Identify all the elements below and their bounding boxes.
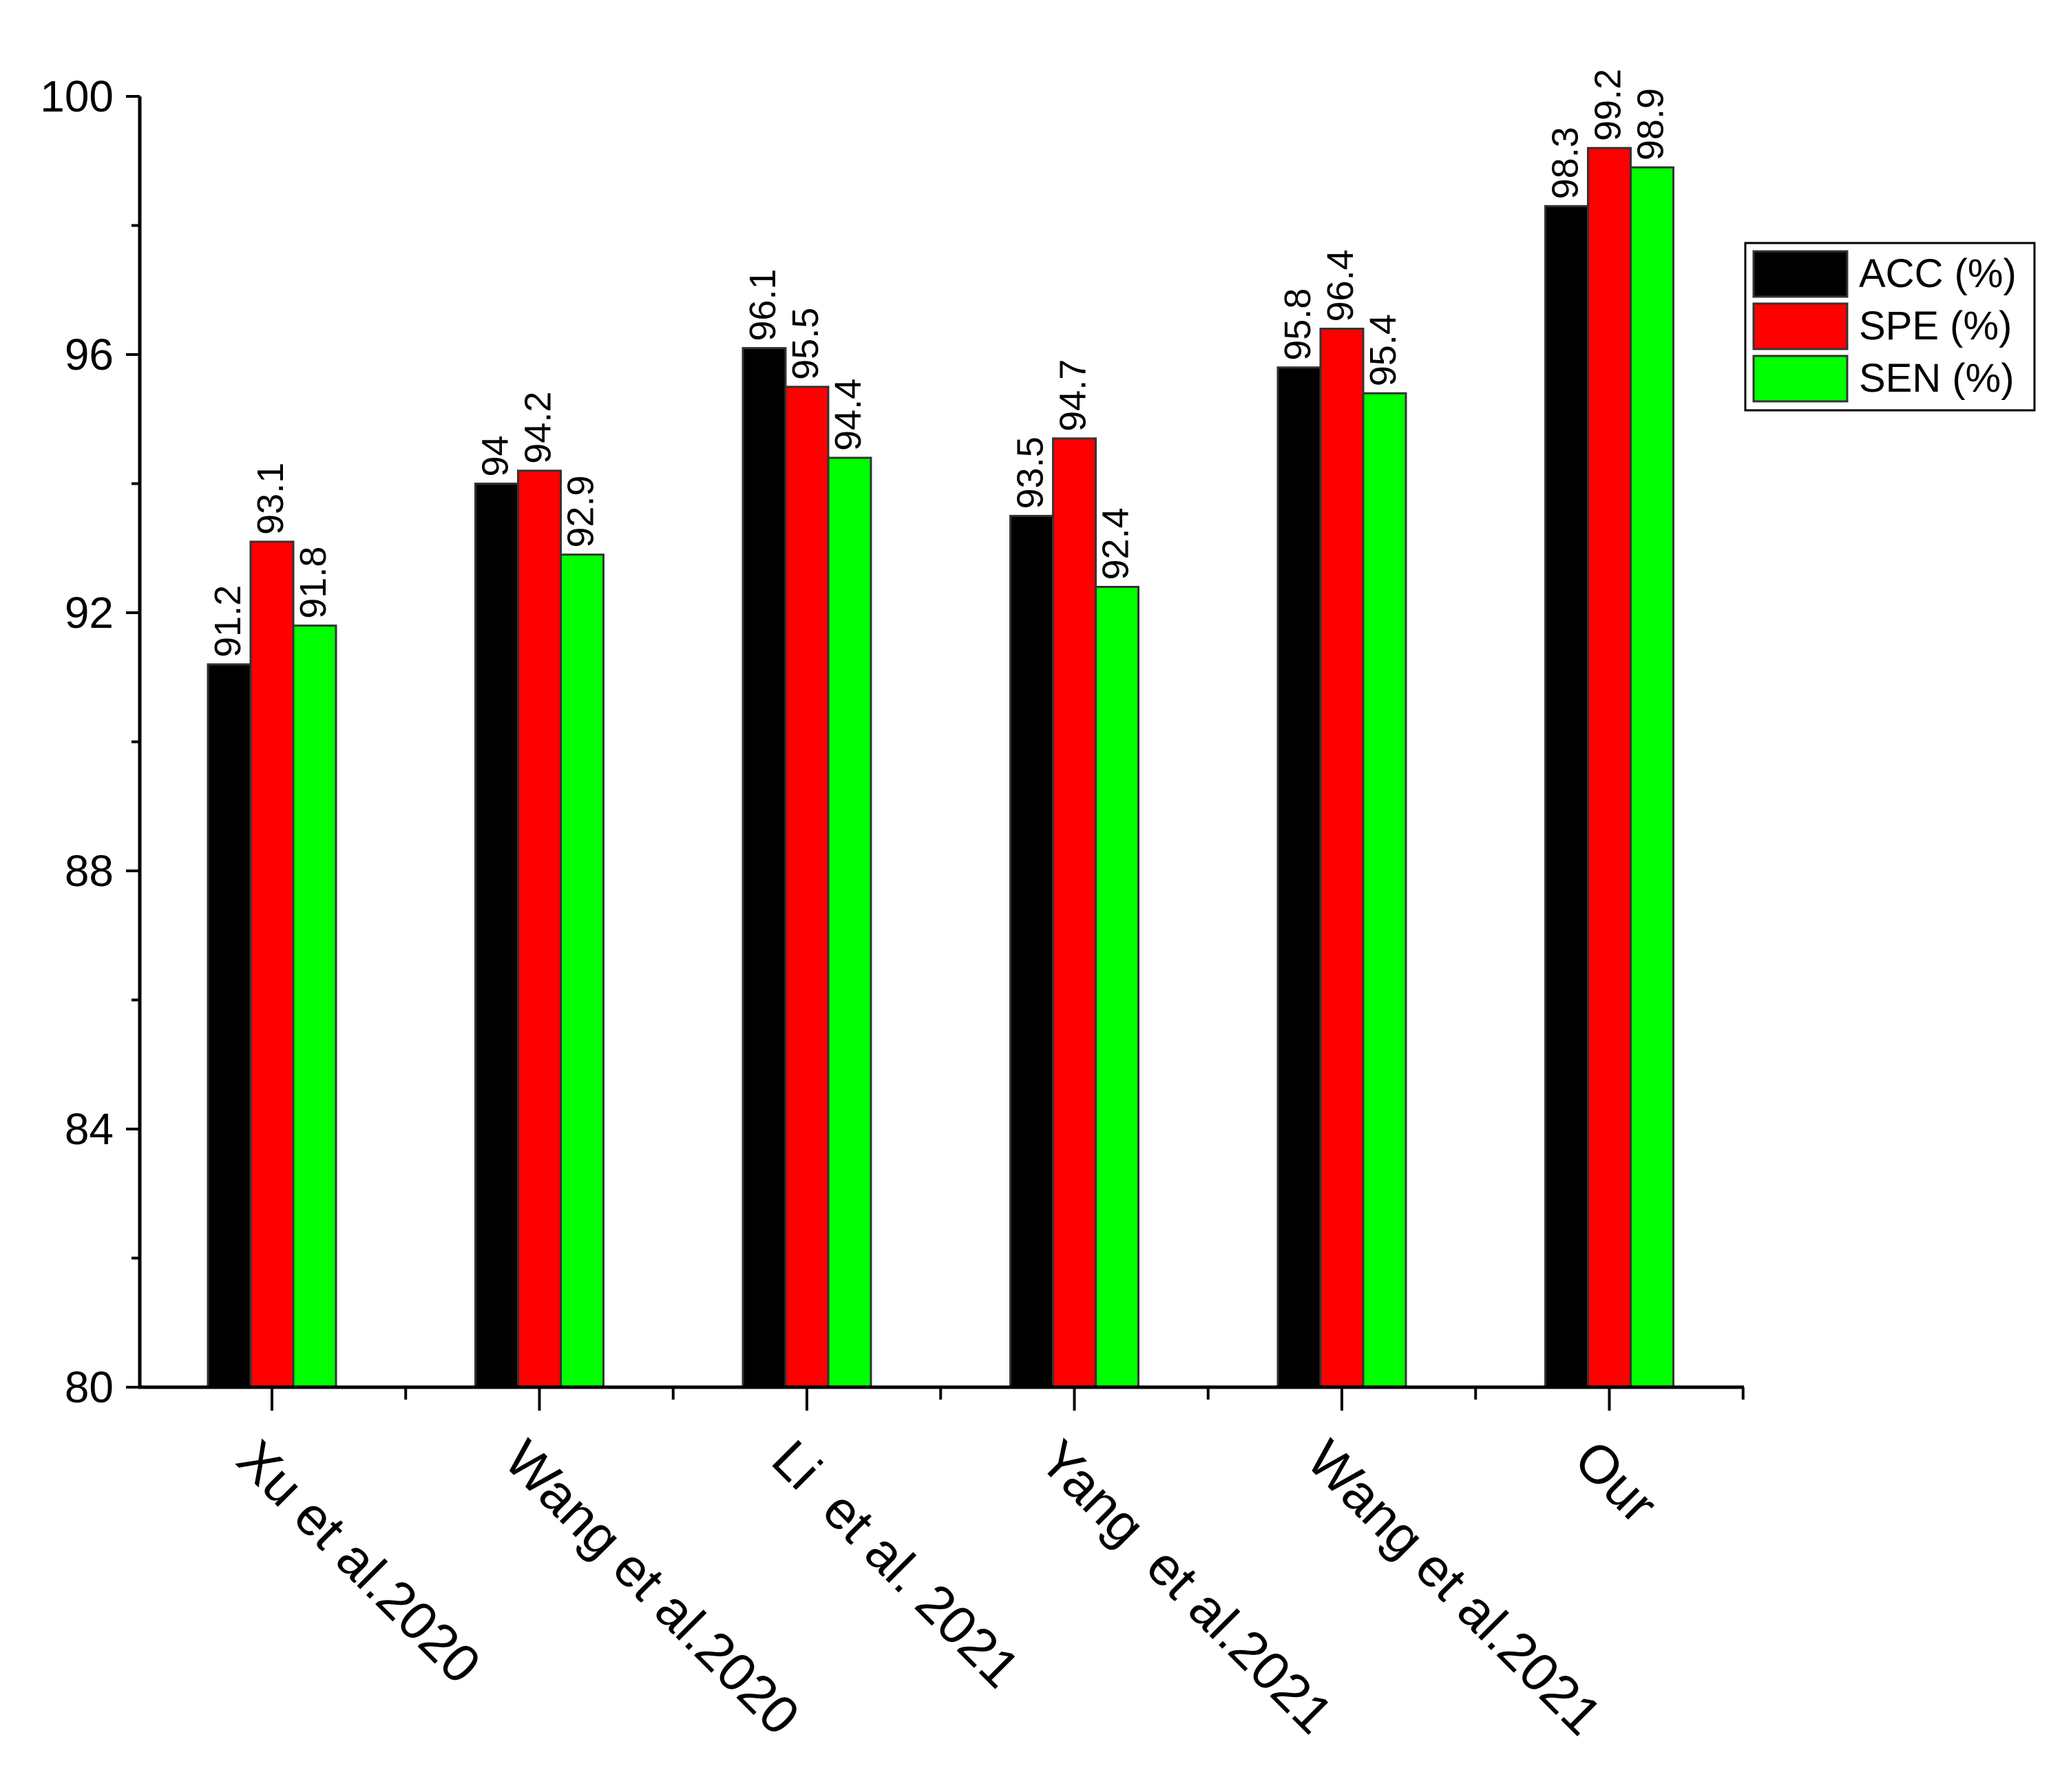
data-label-3-5: 95.4: [1363, 314, 1404, 386]
bar-2-3: [784, 386, 830, 1389]
bar-1-6: [1544, 204, 1589, 1389]
bar-1-3: [741, 347, 787, 1389]
y-tick-label-6: 100: [40, 72, 114, 121]
bar-2-5: [1319, 328, 1365, 1389]
data-label-2-5: 96.4: [1320, 249, 1361, 321]
legend-label-1: ACC (%): [1859, 251, 2017, 296]
y-tick-label-4: 92: [65, 588, 114, 637]
y-tick-label-1: 80: [65, 1362, 114, 1412]
x-tick-label-5: Wang et al.2021: [1296, 1429, 1614, 1747]
data-label-2-3: 95.5: [785, 308, 826, 380]
legend-swatch-1: [1752, 250, 1849, 298]
bar-2-1: [249, 540, 295, 1389]
y-tick-label-3: 88: [65, 846, 114, 896]
bar-1-5: [1276, 366, 1322, 1389]
bar-3-5: [1362, 392, 1407, 1389]
data-label-3-2: 92.9: [560, 476, 602, 548]
bar-3-3: [827, 456, 872, 1389]
bar-3-2: [560, 554, 604, 1389]
data-label-3-3: 94.4: [828, 379, 869, 451]
legend: ACC (%) SPE (%) SEN (%): [1744, 242, 2036, 412]
x-tick-label-6: Our: [1563, 1429, 1669, 1535]
bar-3-4: [1095, 586, 1139, 1389]
data-label-1-5: 95.8: [1277, 288, 1318, 361]
data-label-2-6: 99.2: [1588, 69, 1629, 141]
legend-label-2: SPE (%): [1859, 304, 2012, 348]
bar-2-4: [1052, 437, 1097, 1389]
bars-layer: [207, 147, 1674, 1389]
y-tick-label-5: 96: [65, 330, 114, 379]
data-label-2-4: 94.7: [1053, 359, 1094, 432]
data-labels-layer: 91.2 94 96.1 93.5 95.8 98.3 93.1 94.2 95.5 94.7 96…: [207, 69, 1672, 657]
data-label-1-1: 91.2: [207, 585, 249, 657]
legend-label-3: SEN (%): [1859, 356, 2015, 401]
data-label-3-6: 98.9: [1630, 88, 1672, 160]
x-tick-label-2: Wang et al.2020: [493, 1429, 811, 1747]
bar-1-4: [1009, 514, 1054, 1389]
x-tick-label-1: Xu et al.2020: [226, 1429, 492, 1695]
data-label-3-1: 91.8: [293, 547, 334, 619]
data-label-3-4: 92.4: [1095, 507, 1137, 580]
legend-swatch-3: [1752, 355, 1849, 403]
bar-2-6: [1587, 147, 1632, 1389]
data-label-2-2: 94.2: [518, 392, 559, 464]
x-tick-label-3: Li et al. 2021: [761, 1429, 1031, 1699]
bar-3-6: [1630, 166, 1674, 1389]
data-label-1-2: 94: [475, 435, 516, 476]
data-label-1-6: 98.3: [1545, 127, 1586, 199]
legend-swatch-2: [1752, 302, 1849, 350]
bar-1-2: [474, 483, 519, 1389]
bar-2-2: [517, 470, 562, 1389]
bar-1-1: [207, 663, 252, 1389]
x-tick-label-4: Yang et al.2021: [1028, 1429, 1345, 1745]
data-label-2-1: 93.1: [250, 463, 291, 535]
data-label-1-4: 93.5: [1010, 436, 1051, 509]
y-tick-label-2: 84: [65, 1104, 114, 1154]
data-label-1-3: 96.1: [742, 269, 783, 341]
bar-3-1: [292, 624, 337, 1389]
